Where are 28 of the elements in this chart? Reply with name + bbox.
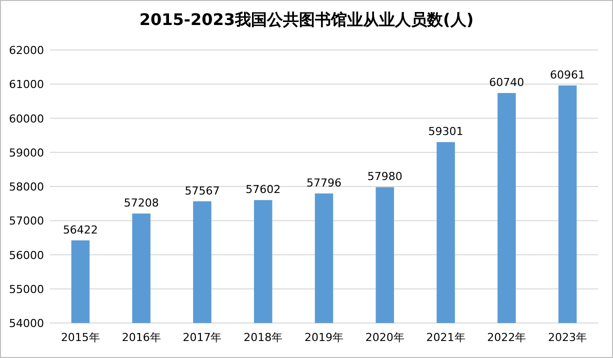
y-tick-label: 59000 [9, 146, 44, 160]
y-tick-label: 62000 [9, 44, 44, 57]
y-tick-label: 56000 [9, 248, 44, 262]
x-tick-label: 2017年 [182, 331, 222, 344]
x-tick-label: 2016年 [122, 331, 161, 344]
y-tick-label: 60000 [9, 112, 44, 126]
chart-title: 2015-2023我国公共图书馆业从业人员数(人) [139, 10, 474, 29]
data-label: 57796 [306, 176, 342, 190]
x-tick-label: 2023年 [548, 331, 588, 344]
y-tick-label: 61000 [9, 78, 44, 92]
y-tick-label: 54000 [9, 317, 44, 330]
data-label: 56422 [62, 223, 98, 236]
data-label: 57208 [124, 196, 159, 210]
x-tick-label: 2019年 [304, 331, 344, 344]
data-label: 57980 [367, 170, 402, 184]
data-label: 60961 [550, 68, 586, 82]
x-tick-label: 2018年 [244, 331, 283, 344]
y-tick-label: 57000 [9, 214, 44, 228]
data-label: 59301 [428, 125, 464, 138]
x-tick-label: 2021年 [426, 331, 466, 344]
data-label: 57567 [184, 184, 220, 198]
y-tick-label: 58000 [9, 180, 44, 194]
x-tick-label: 2015年 [60, 331, 100, 344]
x-tick-label: 2022年 [487, 331, 526, 344]
data-label: 57602 [246, 183, 281, 196]
y-tick-label: 55000 [9, 282, 44, 296]
data-label: 60740 [489, 76, 524, 89]
x-tick-label: 2020年 [365, 331, 404, 344]
